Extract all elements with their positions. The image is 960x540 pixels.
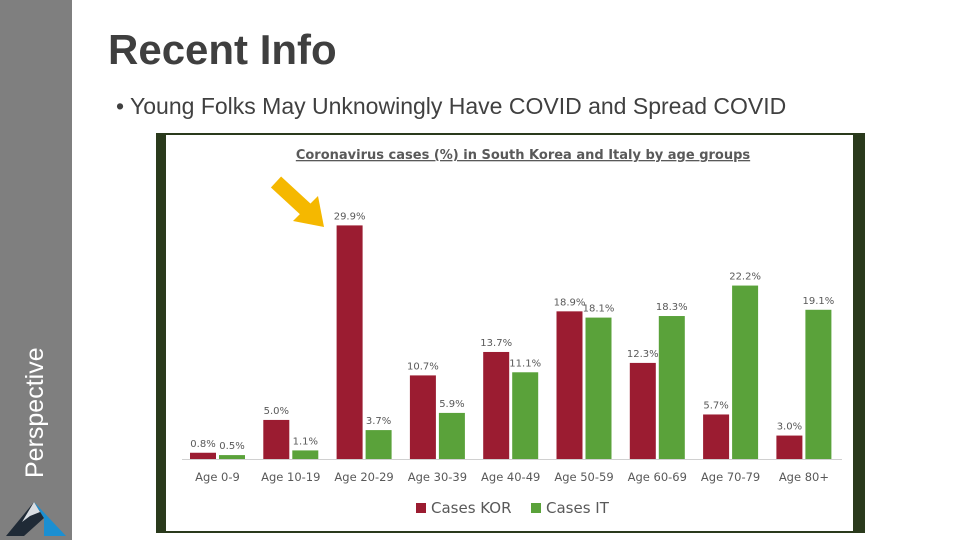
x-tick-label: Age 0-9 <box>195 470 240 484</box>
data-label: 0.8% <box>190 439 215 450</box>
data-label: 29.9% <box>334 211 366 222</box>
bar-it <box>365 430 392 459</box>
data-label: 0.5% <box>219 441 244 452</box>
data-label: 10.7% <box>407 361 439 372</box>
data-label: 18.3% <box>656 302 688 313</box>
data-label: 13.7% <box>480 338 512 349</box>
bar-it <box>585 317 612 459</box>
bar-it <box>292 450 319 459</box>
bar-kor <box>556 311 583 459</box>
slide-bullet: • Young Folks May Unknowingly Have COVID… <box>116 93 787 119</box>
bar-kor <box>629 362 656 459</box>
sidebar: Perspective <box>0 0 72 540</box>
data-label: 3.7% <box>366 416 391 427</box>
bar-it <box>438 412 465 459</box>
legend-swatch <box>416 503 426 513</box>
data-label: 18.1% <box>583 304 615 315</box>
x-tick-label: Age 20-29 <box>334 470 393 484</box>
bar-it <box>512 372 539 459</box>
bar-it <box>805 309 832 459</box>
data-label: 18.9% <box>554 297 586 308</box>
bar-kor <box>263 419 290 459</box>
arrow-down-right-icon <box>270 176 324 227</box>
bar-it <box>732 285 759 459</box>
chart-panel: Coronavirus cases (%) in South Korea and… <box>166 135 853 531</box>
chart-frame: Coronavirus cases (%) in South Korea and… <box>156 133 865 533</box>
x-tick-label: Age 30-39 <box>408 470 467 484</box>
data-label: 19.1% <box>803 296 835 307</box>
chart-title: Coronavirus cases (%) in South Korea and… <box>296 148 751 163</box>
data-label: 12.3% <box>627 349 659 360</box>
x-tick-label: Age 70-79 <box>701 470 760 484</box>
data-label: 5.0% <box>264 406 289 417</box>
data-label: 5.9% <box>439 399 464 410</box>
sidebar-label: Perspective <box>21 347 49 478</box>
data-label: 22.2% <box>729 272 761 283</box>
data-label: 5.7% <box>703 400 728 411</box>
data-label: 1.1% <box>293 436 318 447</box>
bar-kor <box>409 375 436 459</box>
bar-kor <box>483 351 510 459</box>
legend-label: Cases KOR <box>431 499 512 517</box>
bar-kor <box>190 452 216 459</box>
x-tick-label: Age 40-49 <box>481 470 540 484</box>
data-label: 3.0% <box>777 422 802 433</box>
legend-swatch <box>531 503 541 513</box>
x-tick-label: Age 50-59 <box>554 470 613 484</box>
x-tick-label: Age 80+ <box>779 470 829 484</box>
data-label: 11.1% <box>509 358 541 369</box>
x-tick-label: Age 10-19 <box>261 470 320 484</box>
bar-kor <box>776 435 803 459</box>
slide-title: Recent Info <box>108 26 337 73</box>
bar-it <box>658 316 685 459</box>
bar-chart: Coronavirus cases (%) in South Korea and… <box>182 148 842 517</box>
legend-label: Cases IT <box>546 499 610 517</box>
x-tick-label: Age 60-69 <box>628 470 687 484</box>
bar-kor <box>703 414 730 459</box>
bar-kor <box>336 225 363 459</box>
logo-icon <box>6 502 66 536</box>
bar-it <box>219 455 245 459</box>
